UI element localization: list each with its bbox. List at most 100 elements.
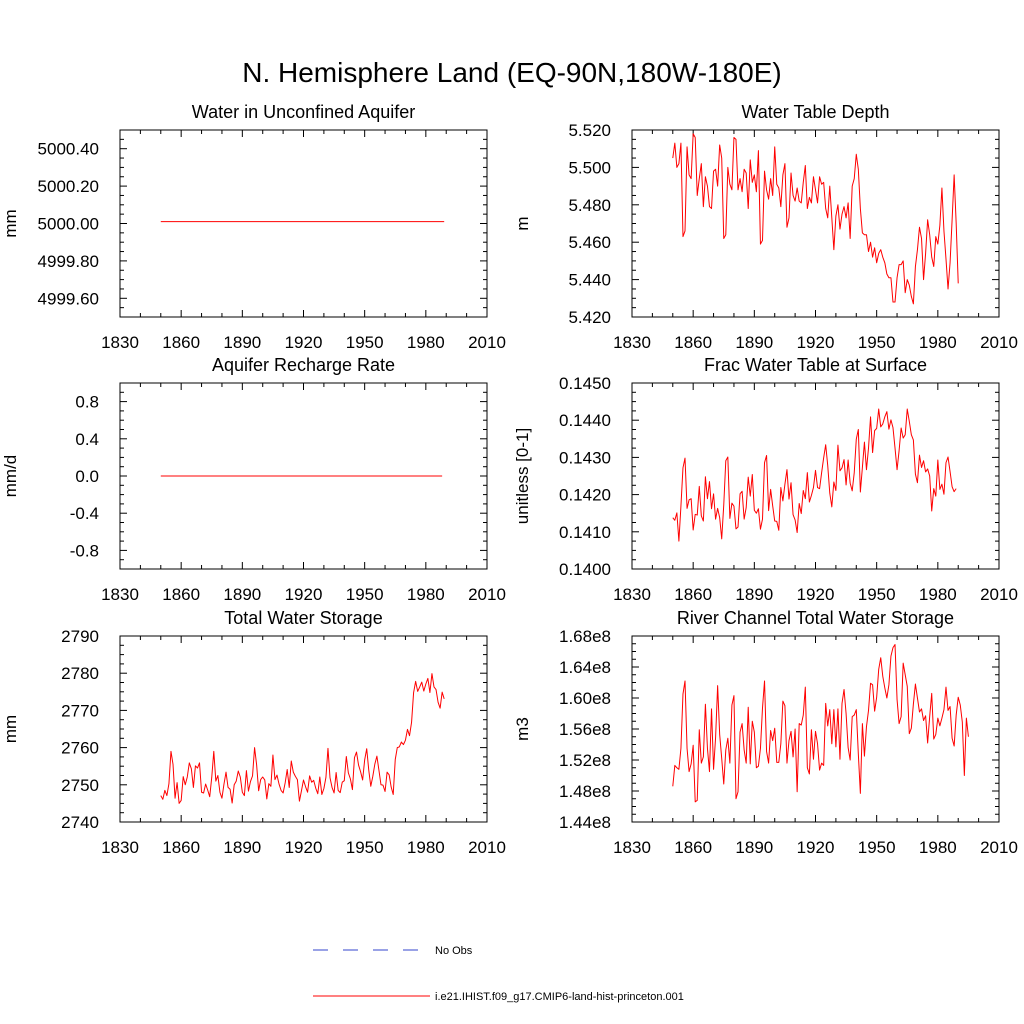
y-tick-label: 0.1420 [559, 486, 611, 505]
x-tick-label: 1890 [735, 838, 773, 857]
y-axis-label: unitless [0-1] [513, 428, 532, 524]
y-tick-label: 1.52e8 [559, 751, 611, 770]
chart-panels: Water in Unconfined Aquifer mm 1830 1860 189… [1, 102, 1018, 857]
series-line [672, 133, 959, 305]
chart-panel-frac-water-table: Frac Water Table at Surface unitless [0-1… [513, 355, 1018, 604]
x-tick-label: 1920 [285, 585, 323, 604]
panel-title: River Channel Total Water Storage [677, 608, 954, 628]
x-tick-label: 1830 [101, 333, 139, 352]
x-tick-label: 1890 [735, 585, 773, 604]
x-tick-label: 1890 [223, 333, 261, 352]
y-tick-label: 1.68e8 [559, 627, 611, 646]
x-tick-label: 1950 [858, 585, 896, 604]
x-tick-label: 2010 [980, 333, 1018, 352]
x-tick-label: 1950 [346, 333, 384, 352]
plot-frame [119, 129, 488, 318]
y-tick-label: 5.480 [568, 196, 611, 215]
x-tick-label: 1950 [858, 333, 896, 352]
panel-title: Total Water Storage [224, 608, 382, 628]
x-tick-label: 1950 [346, 585, 384, 604]
y-axis-label: mm [1, 715, 20, 743]
y-tick-label: 2790 [61, 627, 99, 646]
x-tick-label: 1860 [162, 585, 200, 604]
chart-panel-aquifer-recharge: Aquifer Recharge Rate mm/d 1830 1860 1890 192… [1, 355, 506, 604]
panel-title: Water Table Depth [741, 102, 889, 122]
y-axis-label: mm/d [1, 455, 20, 498]
chart-panel-unconfined-aquifer: Water in Unconfined Aquifer mm 1830 1860 189… [1, 102, 506, 352]
series-line [160, 673, 445, 804]
x-tick-label: 1860 [674, 838, 712, 857]
panel-title: Water in Unconfined Aquifer [192, 102, 415, 122]
x-tick-label: 1920 [797, 585, 835, 604]
y-tick-label: 5000.40 [38, 140, 99, 159]
x-tick-label: 1920 [797, 838, 835, 857]
y-axis-label: m3 [513, 717, 532, 741]
y-axis-label: mm [1, 209, 20, 237]
series-line [672, 408, 957, 542]
y-tick-label: 0.8 [75, 393, 99, 412]
y-tick-label: 1.48e8 [559, 782, 611, 801]
y-tick-label: -0.8 [70, 541, 99, 560]
x-tick-label: 1890 [223, 838, 261, 857]
chart-panel-water-table-depth: Water Table Depth m 1830 1860 1890 1920 1950 19… [513, 102, 1018, 352]
legend-label: i.e21.IHIST.f09_g17.CMIP6-land-hist-prin… [435, 991, 684, 1003]
x-tick-label: 1860 [162, 333, 200, 352]
y-tick-label: 2750 [61, 776, 99, 795]
x-tick-label: 1980 [919, 838, 957, 857]
plot-frame [631, 382, 1000, 570]
x-tick-label: 2010 [980, 585, 1018, 604]
legend-label: No Obs [435, 945, 473, 957]
x-tick-label: 1830 [101, 838, 139, 857]
x-tick-label: 2010 [468, 333, 506, 352]
legend-item: No Obs [313, 945, 473, 957]
x-tick-label: 1890 [223, 585, 261, 604]
y-tick-label: 5.520 [568, 121, 611, 140]
y-tick-label: -0.4 [70, 504, 99, 523]
chart-panel-total-water-storage: Total Water Storage mm 1830 1860 1890 1920 195… [1, 608, 506, 857]
y-axis-label: m [513, 216, 532, 230]
x-tick-label: 1830 [613, 838, 651, 857]
panel-title: Aquifer Recharge Rate [212, 355, 395, 375]
y-tick-label: 1.64e8 [559, 658, 611, 677]
plot-frame [631, 635, 1000, 823]
y-tick-label: 5.440 [568, 271, 611, 290]
x-tick-label: 1860 [674, 585, 712, 604]
x-tick-label: 1830 [613, 333, 651, 352]
x-tick-label: 1980 [407, 585, 445, 604]
x-tick-label: 1980 [919, 585, 957, 604]
y-tick-label: 5.460 [568, 233, 611, 252]
y-tick-label: 0.0 [75, 467, 99, 486]
y-tick-label: 1.56e8 [559, 720, 611, 739]
x-tick-label: 2010 [468, 838, 506, 857]
y-tick-label: 5000.20 [38, 177, 99, 196]
x-tick-label: 1950 [346, 838, 384, 857]
x-tick-label: 1830 [101, 585, 139, 604]
page-title: N. Hemisphere Land (EQ-90N,180W-180E) [242, 57, 782, 88]
x-tick-label: 1980 [407, 838, 445, 857]
y-tick-label: 0.1410 [559, 523, 611, 542]
y-tick-label: 4999.80 [38, 252, 99, 271]
y-tick-label: 5.500 [568, 158, 611, 177]
y-tick-label: 1.44e8 [559, 813, 611, 832]
legend: No Obs i.e21.IHIST.f09_g17.CMIP6-land-his… [313, 945, 684, 1003]
legend-item: i.e21.IHIST.f09_g17.CMIP6-land-hist-prin… [313, 991, 684, 1003]
y-tick-label: 5000.00 [38, 215, 99, 234]
x-tick-label: 1980 [407, 333, 445, 352]
x-tick-label: 1950 [858, 838, 896, 857]
y-tick-label: 5.420 [568, 308, 611, 327]
y-tick-label: 2780 [61, 664, 99, 683]
y-tick-label: 2760 [61, 739, 99, 758]
panel-title: Frac Water Table at Surface [704, 355, 927, 375]
x-tick-label: 1860 [162, 838, 200, 857]
y-tick-label: 0.1440 [559, 411, 611, 430]
series-line [672, 644, 969, 803]
y-tick-label: 4999.60 [38, 289, 99, 308]
x-tick-label: 1920 [285, 333, 323, 352]
x-tick-label: 1890 [735, 333, 773, 352]
y-tick-label: 2770 [61, 701, 99, 720]
y-tick-label: 0.1430 [559, 448, 611, 467]
x-tick-label: 2010 [980, 838, 1018, 857]
x-tick-label: 1980 [919, 333, 957, 352]
